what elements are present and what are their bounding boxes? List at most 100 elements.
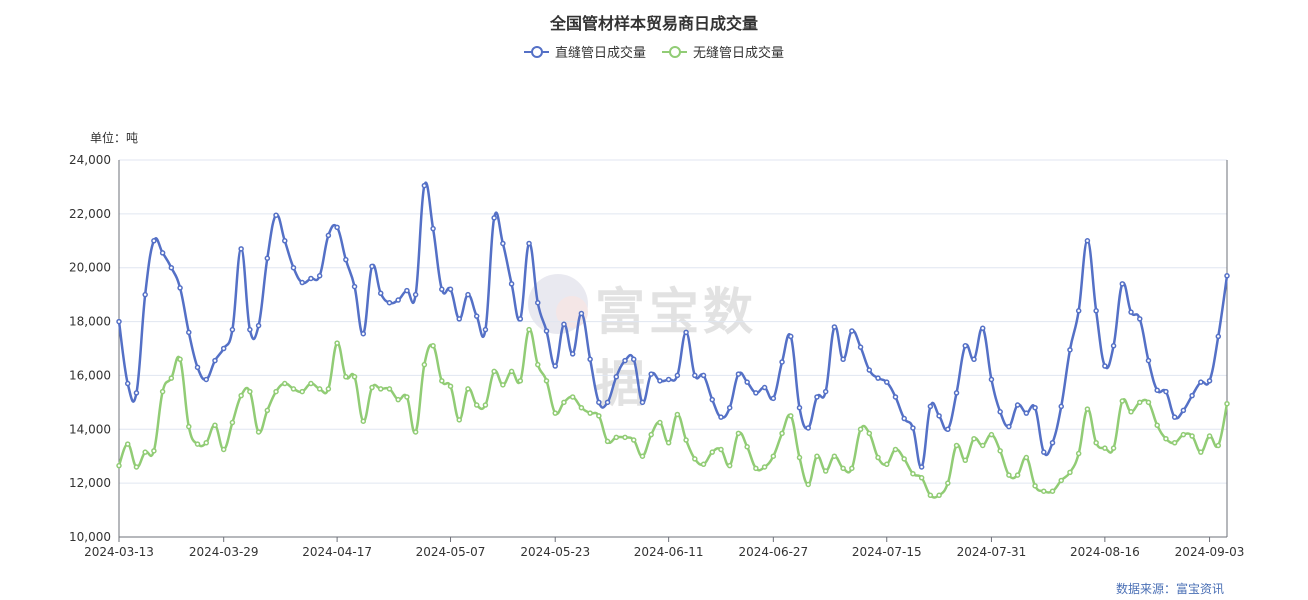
data-point xyxy=(203,440,209,446)
data-point xyxy=(849,328,855,334)
data-point xyxy=(927,403,934,410)
data-point xyxy=(456,417,463,423)
data-point xyxy=(1224,400,1230,407)
data-point xyxy=(971,435,977,442)
data-point xyxy=(692,372,698,379)
data-point xyxy=(1163,388,1169,395)
data-point xyxy=(238,246,244,252)
data-point xyxy=(430,343,436,349)
data-point xyxy=(456,316,463,322)
data-point xyxy=(709,449,716,455)
data-point xyxy=(1041,488,1047,494)
data-point xyxy=(997,448,1003,454)
data-point xyxy=(805,425,811,431)
data-point xyxy=(517,316,524,322)
data-point xyxy=(561,399,567,406)
data-point xyxy=(377,386,384,392)
data-point xyxy=(1119,398,1126,404)
data-point xyxy=(639,453,646,459)
data-point xyxy=(421,361,428,368)
data-point xyxy=(1154,387,1160,393)
data-point xyxy=(796,404,803,411)
data-point xyxy=(753,390,759,396)
data-point xyxy=(543,328,550,334)
data-point xyxy=(1145,399,1152,406)
data-point xyxy=(168,375,175,381)
data-point xyxy=(404,287,410,294)
data-point xyxy=(212,422,218,428)
data-point xyxy=(753,465,759,472)
data-point xyxy=(831,453,838,459)
x-tick-label: 2024-08-16 xyxy=(1070,545,1140,559)
data-point xyxy=(1084,406,1091,412)
data-point xyxy=(465,386,471,392)
x-tick-label: 2024-03-29 xyxy=(189,545,259,559)
x-tick-label: 2024-09-03 xyxy=(1175,545,1245,559)
data-point xyxy=(613,374,620,380)
data-point xyxy=(377,290,384,297)
x-tick-label: 2024-05-07 xyxy=(416,545,486,559)
data-point xyxy=(133,464,140,470)
data-point xyxy=(596,399,602,406)
data-point xyxy=(700,461,707,468)
data-point xyxy=(1014,472,1021,478)
data-point xyxy=(788,413,794,419)
data-point xyxy=(465,291,471,298)
legend: 直缝管日成交量 无缝管日成交量 xyxy=(0,42,1308,61)
data-point xyxy=(299,388,305,395)
data-point xyxy=(648,431,654,438)
data-point xyxy=(936,492,942,499)
data-point xyxy=(334,340,340,346)
data-point xyxy=(1110,445,1117,451)
data-point xyxy=(334,224,340,231)
data-point xyxy=(290,264,297,271)
legend-label: 无缝管日成交量 xyxy=(693,46,785,61)
data-point xyxy=(761,384,768,391)
data-point xyxy=(116,462,122,469)
data-point xyxy=(622,434,628,441)
data-point xyxy=(840,356,846,363)
data-point xyxy=(1215,442,1222,449)
y-tick-label: 18,000 xyxy=(69,315,111,329)
data-point xyxy=(779,359,785,365)
data-point xyxy=(578,404,585,411)
data-point xyxy=(901,456,907,462)
data-point xyxy=(552,363,558,369)
y-tick-label: 20,000 xyxy=(69,261,111,275)
data-point xyxy=(1198,449,1204,455)
data-point xyxy=(1119,281,1126,287)
data-point xyxy=(883,461,890,468)
data-point xyxy=(526,326,532,333)
data-point xyxy=(1058,403,1064,410)
data-point xyxy=(744,379,750,385)
data-point xyxy=(936,413,942,419)
data-point xyxy=(151,448,157,454)
data-point xyxy=(526,240,532,247)
data-point xyxy=(779,430,785,437)
data-point xyxy=(596,413,602,419)
data-point xyxy=(875,454,881,461)
data-point xyxy=(255,322,262,329)
data-point xyxy=(692,456,698,462)
data-point xyxy=(325,386,332,392)
data-point xyxy=(639,399,646,406)
data-point xyxy=(569,351,576,357)
legend-marker-icon xyxy=(662,45,687,59)
data-point xyxy=(194,441,201,447)
legend-item-series-2[interactable]: 无缝管日成交量 xyxy=(662,42,784,61)
data-point xyxy=(883,379,890,385)
data-point xyxy=(831,324,838,330)
x-tick-label: 2024-03-13 xyxy=(84,545,154,559)
legend-item-series-1[interactable]: 直缝管日成交量 xyxy=(523,42,646,61)
data-point xyxy=(997,409,1003,415)
data-point xyxy=(979,325,986,332)
data-point xyxy=(473,402,480,408)
source-label: 数据来源：富宝资讯 xyxy=(1115,582,1224,596)
x-tick-label: 2024-07-31 xyxy=(957,545,1027,559)
y-tick-label: 10,000 xyxy=(69,530,111,544)
data-point xyxy=(255,429,262,435)
data-point xyxy=(1041,449,1047,455)
data-point xyxy=(124,441,131,447)
data-point xyxy=(1128,309,1134,315)
y-tick-label: 14,000 xyxy=(69,422,111,436)
